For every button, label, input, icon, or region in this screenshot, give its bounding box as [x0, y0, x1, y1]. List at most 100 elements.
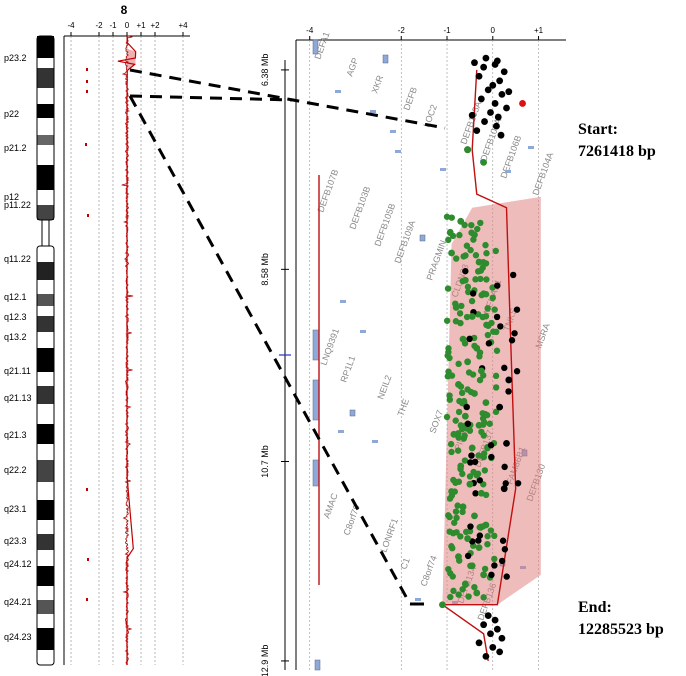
black-point: [467, 459, 474, 466]
green-point: [462, 252, 469, 259]
data-point: [471, 512, 478, 520]
data-point: [482, 399, 490, 406]
data-point: [475, 544, 483, 552]
band-label: q21.3: [4, 430, 27, 440]
ideogram-band: [37, 566, 54, 586]
green-point: [476, 376, 484, 384]
gene-tick: [440, 168, 446, 171]
gene-tick: [390, 130, 396, 133]
black-point: [467, 523, 474, 530]
green-point: [484, 533, 491, 540]
black-point: [491, 562, 498, 569]
black-point: [513, 306, 521, 313]
black-point: [503, 573, 510, 580]
data-point: [473, 589, 481, 597]
left-outlier-mark: [86, 598, 88, 601]
gene-label: DEFB109A: [392, 219, 417, 265]
green-point: [456, 231, 463, 239]
data-point: [505, 376, 513, 384]
right-tick-label: 0: [491, 26, 496, 35]
green-point: [453, 514, 460, 522]
green-point: [483, 276, 490, 283]
ideogram-band: [37, 104, 54, 118]
gene-tick: [505, 170, 511, 173]
green-point: [452, 318, 460, 325]
ideogram-band: [37, 586, 54, 600]
band-label: q23.3: [4, 536, 27, 546]
data-point: [489, 81, 497, 89]
data-point: [455, 553, 462, 561]
gene-label: DEFB104A: [530, 151, 555, 197]
band-label: q21.13: [4, 393, 32, 403]
black-point: [488, 571, 495, 579]
data-point: [475, 421, 483, 429]
data-point: [473, 471, 481, 479]
green-point: [461, 432, 468, 439]
green-point: [460, 397, 468, 405]
green-point: [459, 470, 466, 478]
band-label: p23.2: [4, 53, 27, 63]
data-point: [480, 158, 488, 166]
right-aberration-shade: [442, 196, 541, 605]
gene-label: AMAC: [321, 491, 339, 519]
green-point: [492, 247, 499, 255]
ideogram-band: [37, 628, 54, 650]
ideogram-band: [37, 316, 54, 332]
green-point: [456, 397, 463, 405]
green-point: [458, 389, 466, 397]
green-point: [476, 353, 483, 360]
green-point: [465, 369, 473, 376]
data-point: [480, 63, 488, 71]
right-tick-label: -2: [398, 26, 406, 35]
gene-label: XKR: [369, 73, 385, 94]
green-point: [464, 386, 471, 393]
ideogram-band: [37, 205, 54, 220]
green-point: [448, 448, 455, 456]
band-label: p22: [4, 109, 19, 119]
start-annotation: Start: 7261418 bp: [578, 119, 656, 163]
ideogram-band: [37, 386, 54, 404]
green-point: [484, 305, 491, 312]
green-point: [445, 345, 452, 352]
gene-tick: [528, 146, 534, 149]
green-point: [491, 306, 498, 313]
data-point: [505, 88, 513, 96]
ideogram-band: [37, 650, 54, 665]
green-point: [451, 488, 458, 495]
ideogram-band: [37, 36, 54, 58]
data-point: [500, 485, 508, 493]
green-point: [455, 591, 462, 598]
green-point: [471, 583, 478, 591]
band-label: q24.23: [4, 632, 32, 642]
gene-tick: [415, 598, 421, 601]
data-point: [482, 54, 490, 62]
green-point: [454, 447, 462, 454]
data-point: [464, 358, 472, 366]
data-point: [484, 86, 492, 94]
data-point: [487, 109, 494, 116]
gene-tick: [338, 430, 344, 433]
black-point: [485, 340, 493, 347]
ideogram-band: [37, 135, 54, 145]
gene-label: NEIL2: [375, 374, 393, 401]
data-point: [491, 616, 499, 624]
black-point: [471, 458, 479, 466]
data-point: [491, 100, 499, 107]
data-point: [461, 276, 469, 284]
ideogram-band: [37, 190, 54, 205]
data-point: [468, 562, 476, 570]
data-point: [477, 95, 485, 103]
whole-chromosome-plot: 8 -4 -2 -1 0 +1 +2 +4: [63, 3, 190, 666]
green-point: [477, 275, 484, 283]
data-point: [503, 439, 510, 447]
data-point: [464, 146, 472, 154]
ideogram-band: [37, 550, 54, 566]
green-point: [448, 543, 455, 550]
green-point: [479, 264, 486, 271]
black-point: [498, 557, 506, 565]
green-point: [466, 473, 474, 480]
green-point: [491, 532, 498, 540]
data-point: [464, 535, 472, 542]
green-point: [489, 294, 496, 302]
black-point: [511, 330, 518, 337]
